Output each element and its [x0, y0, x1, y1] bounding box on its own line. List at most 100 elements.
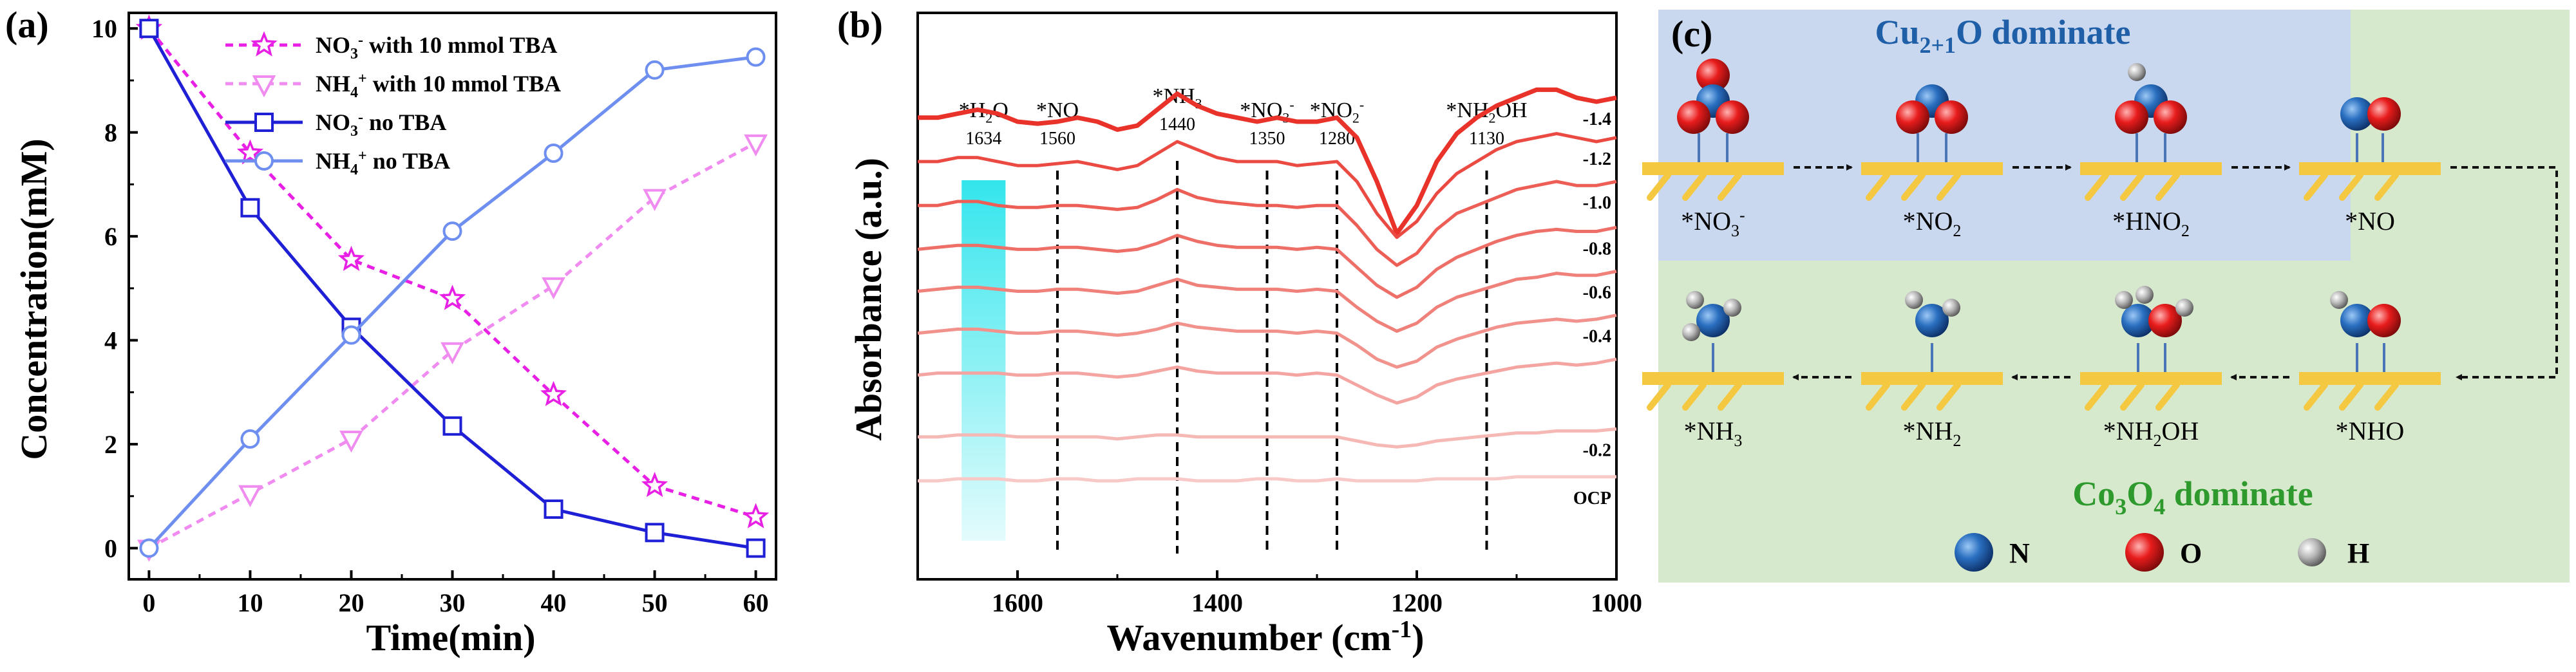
peak-wavenumber-2: 1440	[1159, 115, 1195, 135]
spectrum-unlabeled	[917, 357, 1617, 405]
panel-a-series	[135, 14, 770, 562]
spectrum--1.2	[918, 132, 1617, 239]
label-nh2oh: *NH2OH	[2103, 416, 2199, 450]
panel-a-legend-marker	[254, 113, 274, 132]
co3o4-dominate-title: Co3O4 dominate	[2072, 474, 2313, 519]
label-no2: *NO2	[1903, 207, 1962, 240]
panel-a-legend-label-3-part-0: NH	[316, 148, 350, 174]
label-nh2-part-0: *NH	[1903, 416, 1953, 445]
cu2o-title-sub: 2+1	[1920, 32, 1956, 58]
label-no3-part-2: -	[1739, 206, 1745, 225]
panel-a-x-axis-label: Time(min)	[366, 617, 535, 658]
surface-leg	[2120, 172, 2145, 201]
panel-a-data-point	[240, 429, 260, 449]
panel-a-y-tick-label: 2	[104, 430, 117, 459]
co3o4-title-main: Co	[2072, 474, 2115, 513]
panel-a-data-point	[442, 221, 462, 241]
surface-nho	[2299, 372, 2441, 411]
panel-a-data-point	[240, 198, 260, 218]
label-nh2-part-1: 2	[1953, 431, 1961, 450]
peak-label-5: *NH2OH	[1446, 98, 1527, 126]
surface-leg	[1647, 172, 1671, 201]
label-no2-part-1: 2	[1953, 221, 1961, 240]
panel-a-series-line	[147, 27, 757, 519]
surface-leg	[2304, 172, 2328, 201]
panel-b-axes	[916, 12, 1618, 581]
legend-label-H: H	[2347, 537, 2369, 569]
panel-b-potential-labels: -1.4 -1.2 -1.0 -0.8 -0.6 -0.4 -0.2 OCP	[1573, 109, 1611, 509]
surface-leg	[2085, 382, 2109, 411]
panel-b-x-tick-label: 1400	[1191, 588, 1243, 617]
surface-no3	[1642, 162, 1784, 201]
atom-o	[2154, 100, 2187, 134]
panel-a-legend-label-1-part-0: NH	[316, 71, 350, 97]
panel-a-data-point	[442, 416, 462, 436]
potential-label: -1.4	[1583, 109, 1611, 129]
panel-a-legend-label-1-part-2: +	[358, 70, 367, 87]
atom-h	[2175, 299, 2193, 317]
surface-leg	[1866, 172, 1890, 201]
atom-o	[2148, 304, 2182, 337]
panel-a-legend-label-3-part-1: 4	[350, 162, 358, 178]
label-nh2: *NH2	[1903, 416, 1962, 450]
panel-a-legend-marker	[251, 31, 278, 57]
potential-label: OCP	[1573, 489, 1611, 509]
reaction-pathway: *NO3- *NO2 *HNO2 *NO*NH3 *NH2 *NH2OH *NHO	[1642, 59, 2558, 450]
panel-a-data-point	[746, 538, 766, 558]
legend-label-O: O	[2180, 537, 2202, 569]
panel-a-legend-label-2-part-1: 3	[350, 123, 358, 140]
surface-leg	[1647, 382, 1671, 411]
surface-leg	[2304, 382, 2328, 411]
panel-a-data-point	[337, 245, 365, 271]
panel-a-x-tick-label: 50	[642, 588, 668, 617]
peak-wavenumber-1: 1560	[1039, 129, 1075, 149]
panel-a-y-axis-label: Concentration(mM)	[13, 138, 55, 460]
surface-leg	[2120, 382, 2145, 411]
panel-a-y-tick-label: 8	[104, 118, 117, 147]
atom-h	[2115, 291, 2133, 309]
panel-a-legend-label-0-part-2: -	[358, 32, 363, 48]
peak-wavenumber-5: 1130	[1469, 129, 1504, 149]
surface-bar	[1861, 372, 2003, 385]
peak-label-4-part-1: 2	[1352, 110, 1359, 126]
panel-a-data-point	[341, 325, 361, 345]
panel-a-y-tick-labels: 0 2 4 6 8 10	[91, 14, 117, 563]
panel-a-data-point	[643, 189, 667, 211]
atom-n	[2340, 304, 2374, 337]
panel-a-data-point	[544, 143, 564, 163]
spectrum--0.8	[917, 225, 1617, 299]
panel-b-label: (b)	[837, 4, 883, 46]
atom-o	[1696, 59, 1730, 92]
atom-o	[1677, 100, 1710, 134]
panel-a-legend-label-2: NO3- no TBA	[316, 109, 446, 140]
surface-nh2oh	[2080, 372, 2222, 411]
label-no3-part-1: 3	[1731, 221, 1739, 240]
spectrum--1.0	[918, 180, 1617, 267]
panel-a-legend-label-1: NH4+ with 10 mmol TBA	[316, 70, 561, 101]
surface-bar	[1861, 162, 2003, 175]
panel-b-spectra	[917, 87, 1617, 483]
spectrum--0.4	[917, 313, 1617, 369]
panel-b: (b) 1600 1400 1200 1000 Wavenumber (cm-1) A…	[837, 4, 1642, 658]
atom-o	[1935, 100, 1968, 134]
panel-a-y-tick-label: 4	[104, 326, 117, 355]
co3o4-title-mid: O	[2126, 474, 2154, 513]
spectrum--0.2	[918, 427, 1617, 449]
panel-a-axes	[128, 12, 777, 581]
peak-label-5-part-1: 2	[1489, 110, 1496, 126]
peak-label-0-part-1: 2	[985, 110, 992, 126]
surface-leg	[1682, 382, 1707, 411]
co3o4-title-rest: dominate	[2165, 474, 2313, 513]
surface-leg	[1901, 382, 1926, 411]
label-hno2-part-1: 2	[2181, 221, 2190, 240]
cu2o-region	[1658, 10, 2351, 261]
panel-a-legend-label-1-part-3: with 10 mmol TBA	[367, 71, 561, 97]
panel-b-x-axis-label-sup: -1	[1391, 616, 1412, 643]
peak-label-4-part-2: -	[1359, 97, 1364, 113]
panel-a-legend-label-0-part-1: 3	[350, 46, 358, 62]
panel-a-x-tick-label: 60	[743, 588, 769, 617]
potential-label: -0.4	[1583, 327, 1611, 347]
label-no3-part-0: *NO	[1681, 207, 1731, 236]
cu2o-title-main: Cu	[1875, 13, 1919, 51]
panel-a-x-tick-labels: 0 10 20 30 40 50 60	[142, 588, 768, 617]
